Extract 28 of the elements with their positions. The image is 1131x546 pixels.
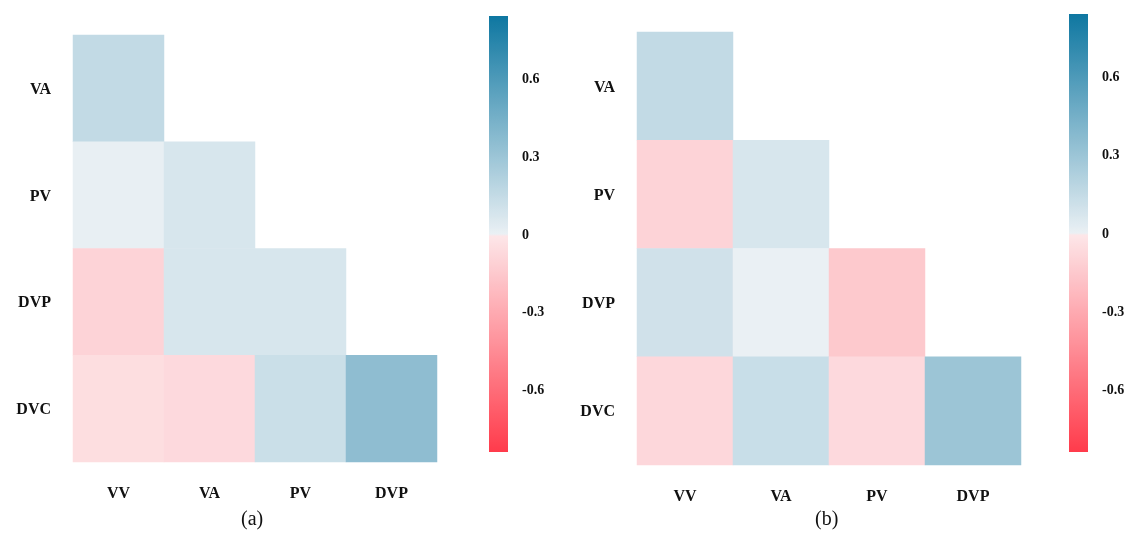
text: (b) [815,507,839,530]
y-tick-label: VA [593,77,616,95]
color-bar-label: 0.6 [522,70,540,86]
color-bar-label: -0.6 [522,382,545,398]
color-bar-label: 0 [522,226,529,242]
color-bar-label: 0.3 [522,148,540,164]
color-bar-label: -0.3 [1102,303,1125,319]
y-tick-label: DVC [580,402,615,420]
y-tick-label: DVC [16,400,51,418]
x-tick-label: PV [866,486,889,504]
color-bar-label: 0 [1102,225,1109,241]
x-tick-label: VV [106,483,131,501]
y-tick-label: DVP [582,294,616,312]
x-tick-label: DVP [956,486,990,504]
color-bar-label: 0.6 [1102,69,1120,85]
x-tick-label: VA [770,486,792,504]
color-bar-label: -0.6 [1102,381,1125,397]
x-tick-label: DVP [375,483,409,501]
y-tick-label: VA [29,79,52,97]
color-bar-label: 0.3 [1102,147,1120,163]
x-tick-label: PV [289,483,312,501]
y-tick-label: PV [29,186,52,204]
y-tick-label: PV [593,185,616,203]
color-bar-label: -0.3 [522,304,545,320]
y-tick-label: DVP [18,293,52,311]
text: (a) [241,507,264,530]
x-tick-label: VA [198,483,221,501]
x-tick-label: VV [673,486,697,504]
